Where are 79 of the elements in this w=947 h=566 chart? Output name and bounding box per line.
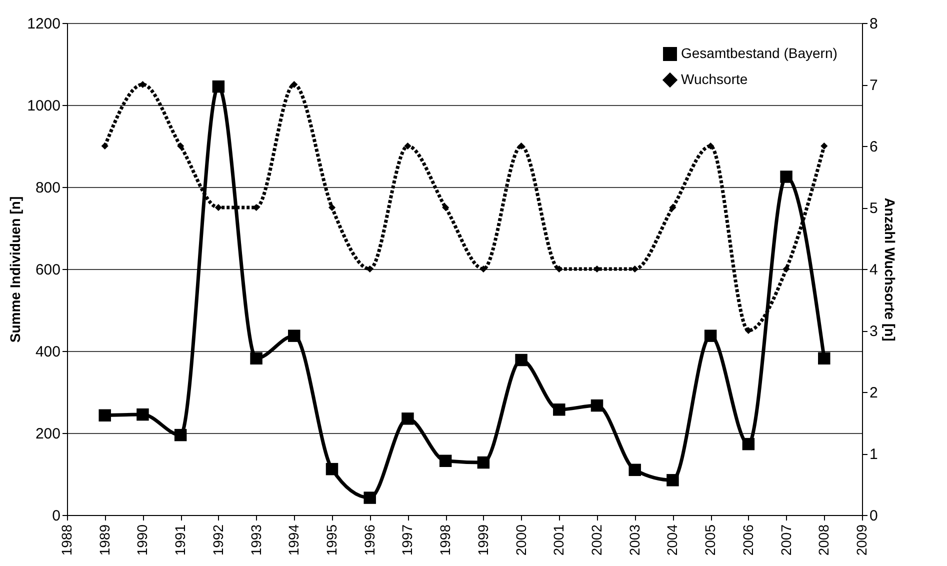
point <box>704 330 717 342</box>
point <box>780 170 792 183</box>
x-tick-label: 1992 <box>210 524 226 556</box>
point <box>404 142 412 150</box>
legend-label: Gesamtbestand (Bayern) <box>681 45 838 61</box>
x-tick-label: 1990 <box>134 524 150 556</box>
point <box>553 404 566 416</box>
point <box>288 330 300 342</box>
point <box>177 142 184 150</box>
y2-tick-label: 8 <box>870 16 878 32</box>
y2-tick-label: 3 <box>870 323 878 340</box>
legend-label: Wuchsorte <box>681 71 748 87</box>
y2-tick-label: 4 <box>870 262 878 278</box>
x-tick-label: 1994 <box>286 524 302 556</box>
point <box>590 399 604 412</box>
y2-tick-label: 0 <box>870 508 878 524</box>
point <box>290 80 298 88</box>
point <box>326 462 338 476</box>
x-tick-label: 1996 <box>361 524 378 556</box>
y2-tick-label: 7 <box>870 77 878 94</box>
x-tick-label: 2000 <box>512 524 529 556</box>
point <box>442 204 450 212</box>
point <box>98 409 111 422</box>
y-tick-label: 1000 <box>27 98 60 114</box>
point <box>518 142 525 150</box>
point <box>628 464 641 476</box>
x-tick-label: 2003 <box>626 524 642 556</box>
y-tick-label: 0 <box>52 508 60 524</box>
x-tick-label: 2007 <box>778 524 794 556</box>
point <box>366 265 374 273</box>
y-tick-label: 1200 <box>27 16 60 32</box>
x-tick-label: 1991 <box>172 524 188 556</box>
point <box>328 204 336 212</box>
x-tick-label: 1997 <box>399 524 416 556</box>
point <box>742 438 755 450</box>
point <box>631 265 638 273</box>
point <box>214 204 222 212</box>
x-tick-label: 2005 <box>702 524 718 556</box>
x-tick-label: 2008 <box>816 524 832 556</box>
point <box>666 474 679 486</box>
point <box>744 326 752 334</box>
point <box>669 204 676 212</box>
point <box>402 412 414 425</box>
y2-tick-label: 5 <box>870 200 878 217</box>
x-tick-label: 2004 <box>664 524 680 556</box>
point <box>439 454 452 468</box>
point <box>818 352 830 365</box>
y-axis-title: Summe Individuen [n] <box>7 196 24 343</box>
point <box>707 142 714 150</box>
y-tick-label: 200 <box>35 426 60 442</box>
y-tick-label: 400 <box>35 344 60 360</box>
y2-tick-label: 6 <box>870 138 878 156</box>
y-tick-label: 800 <box>35 180 60 196</box>
x-tick-label: 2006 <box>740 524 756 556</box>
x-tick-label: 1995 <box>324 524 340 556</box>
y-tick-label: 600 <box>35 262 60 278</box>
x-tick-label: 2001 <box>550 524 567 556</box>
point <box>139 80 146 88</box>
point <box>136 408 149 421</box>
point <box>556 265 563 273</box>
point <box>782 265 790 273</box>
point <box>250 352 262 365</box>
x-tick-label: 1999 <box>474 524 491 556</box>
point <box>174 428 187 442</box>
point <box>212 80 225 93</box>
point <box>820 142 828 150</box>
x-tick-label: 1993 <box>248 524 264 556</box>
x-tick-label: 2009 <box>854 524 870 556</box>
point <box>477 456 490 469</box>
y2-axis-title: Anzahl Wuchsorte [n] <box>882 198 898 342</box>
x-tick-label: 1998 <box>437 524 454 556</box>
point <box>364 492 376 504</box>
y2-tick-label: 2 <box>870 384 878 402</box>
x-tick-label: 1989 <box>96 524 112 556</box>
point <box>515 354 528 366</box>
y2-tick-label: 1 <box>870 446 878 463</box>
x-tick-label: 2002 <box>588 524 604 556</box>
x-tick-label: 1988 <box>58 524 74 556</box>
point <box>101 142 108 150</box>
